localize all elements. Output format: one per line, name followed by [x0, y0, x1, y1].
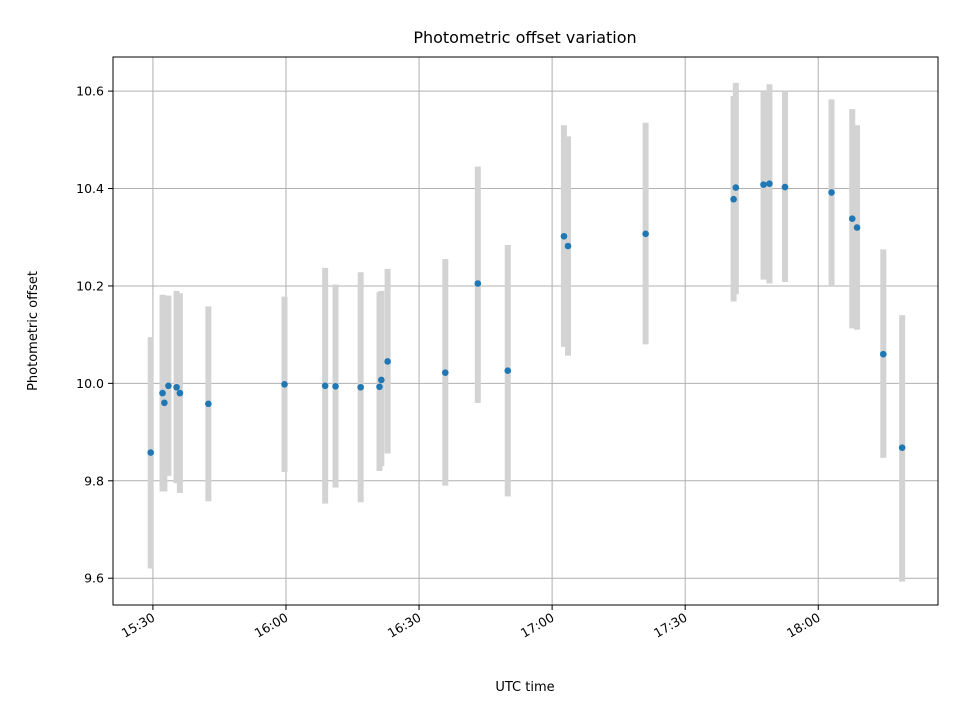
y-tick-label: 9.6	[84, 571, 104, 586]
y-tick-label: 10.6	[76, 84, 104, 99]
data-point	[504, 367, 512, 374]
data-point	[378, 376, 385, 384]
data-point	[642, 230, 649, 238]
data-point	[159, 389, 166, 397]
y-tick-label: 10.2	[76, 278, 104, 293]
data-point	[205, 400, 212, 408]
chart-title: Photometric offset variation	[413, 28, 636, 47]
plot-frame	[112, 56, 939, 606]
y-axis-label: Photometric offset	[26, 271, 41, 391]
data-point	[760, 181, 767, 188]
data-point	[848, 215, 856, 223]
data-point	[147, 449, 155, 456]
data-point	[165, 382, 172, 390]
data-point	[853, 224, 861, 231]
data-point	[828, 189, 835, 196]
data-point	[376, 383, 383, 391]
data-point	[357, 383, 364, 391]
plot-area	[112, 56, 939, 606]
x-axis-label: UTC time	[495, 680, 554, 695]
data-point	[474, 280, 482, 287]
points	[147, 180, 906, 456]
data-point	[384, 358, 391, 365]
data-point	[560, 232, 568, 240]
data-point	[281, 381, 288, 388]
data-point	[564, 242, 572, 250]
data-point	[173, 383, 180, 391]
y-tick-label: 9.8	[84, 473, 104, 488]
plot-background	[113, 57, 938, 605]
y-tick-label: 10.0	[76, 376, 104, 391]
data-point	[332, 382, 339, 390]
data-point	[161, 399, 168, 407]
data-point	[898, 444, 906, 451]
y-tick-label: 10.4	[76, 181, 104, 196]
data-point	[441, 369, 449, 376]
data-point	[732, 184, 740, 191]
data-point	[879, 350, 887, 358]
y-axis-ticks: 9.6 9.8 10.0 10.2 10.4 10.6	[76, 84, 113, 586]
data-point	[766, 180, 773, 187]
data-point	[321, 382, 329, 390]
data-point	[176, 389, 184, 397]
data-point	[781, 183, 789, 191]
data-point	[730, 195, 737, 203]
